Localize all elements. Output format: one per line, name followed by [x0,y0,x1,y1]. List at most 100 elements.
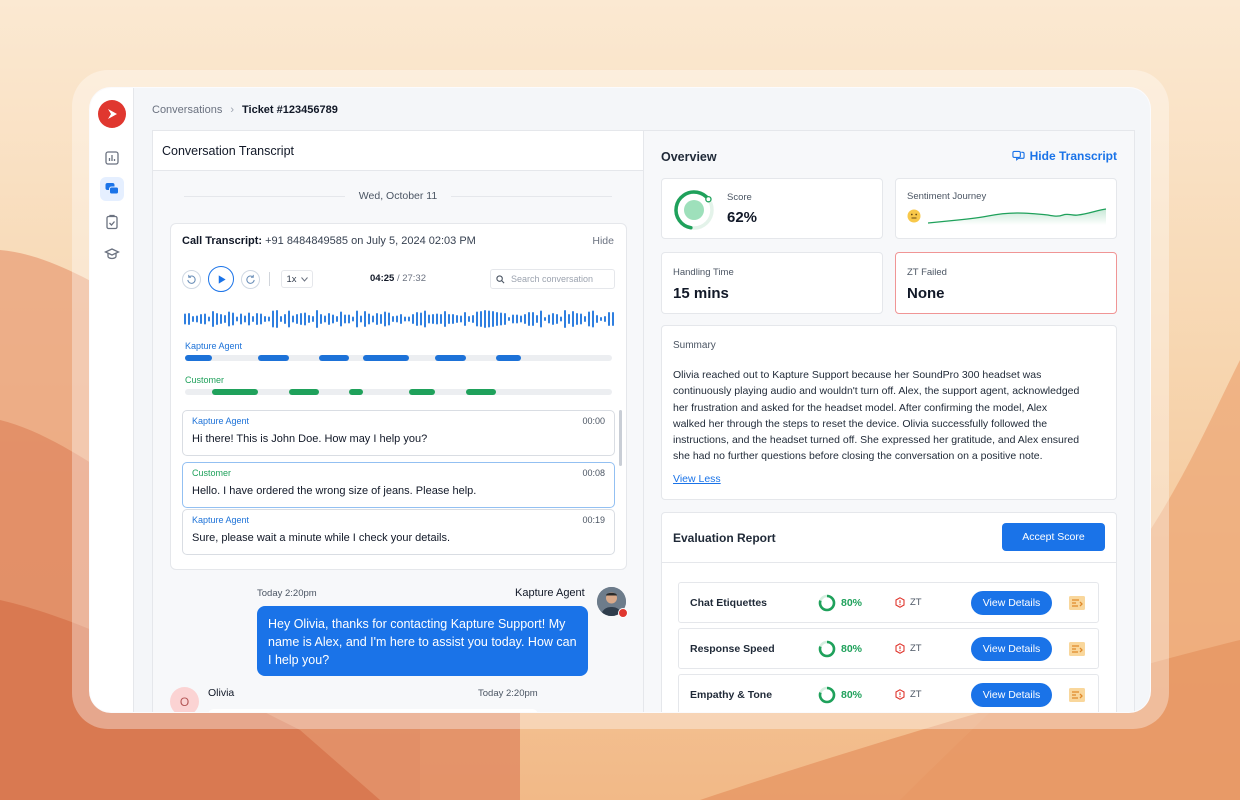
evaluation-row: Chat Etiquettes 80% ZT View Details [678,582,1099,623]
agent-segment[interactable] [319,355,349,361]
agent-segment[interactable] [258,355,289,361]
zt-text: ZT [910,643,922,654]
waveform-bar [348,314,350,324]
sentiment-sparkline [928,208,1107,225]
sidebar [90,88,134,712]
hide-call-button[interactable]: Hide [592,235,614,247]
waveform-bar [256,313,258,325]
waveform-bar [204,313,206,325]
zt-value: None [907,285,945,302]
progress-ring-icon [818,640,836,658]
waveform-bar [396,315,398,323]
score-card: Score 62% [661,178,883,239]
speed-select[interactable]: 1x [281,270,313,288]
customer-segment[interactable] [409,389,435,395]
transcript-message[interactable]: Kapture Agent 00:00 Hi there! This is Jo… [182,410,615,456]
waveform-bar [484,310,486,328]
waveform-bar [284,314,286,324]
criterion-percent: 80% [841,643,863,655]
waveform-bar [308,315,310,323]
audio-waveform[interactable] [184,308,614,330]
score-label: Score [727,192,752,203]
waveform-bar [420,312,422,326]
progress-ring-icon [818,594,836,612]
tasks-icon[interactable] [100,210,124,234]
feedback-icon[interactable] [1068,687,1086,703]
conversations-icon[interactable] [100,177,124,201]
divider [269,272,270,286]
waveform-bar [392,316,394,322]
breadcrumb-parent[interactable]: Conversations [152,104,223,116]
waveform-bar [444,311,446,327]
view-details-button[interactable]: View Details [971,637,1052,661]
waveform-bar [344,314,346,324]
evaluation-row: Response Speed 80% ZT View Details [678,628,1099,669]
play-button[interactable] [208,266,234,292]
waveform-bar [224,315,226,323]
breadcrumb-current: Ticket #123456789 [242,104,338,116]
overview-panel: Overview Hide Transcript Score 62% Senti… [643,130,1135,712]
waveform-bar [468,316,470,322]
warning-hexagon-icon [895,689,905,700]
waveform-bar [464,312,466,326]
view-details-button[interactable]: View Details [971,591,1052,615]
app-window: Conversations › Ticket #123456789 Conver… [89,87,1151,713]
agent-segment[interactable] [363,355,409,361]
feedback-icon[interactable] [1068,641,1086,657]
agent-segment[interactable] [185,355,212,361]
waveform-bar [360,315,362,323]
waveform-bar [548,314,550,324]
transcript-panel: Conversation Transcript Wed, October 11 … [152,130,643,712]
waveform-bar [380,314,382,324]
brand-logo[interactable] [98,100,126,128]
waveform-bar [544,317,546,321]
waveform-bar [536,315,538,323]
customer-segment[interactable] [212,389,258,395]
waveform-bar [192,316,194,322]
view-details-button[interactable]: View Details [971,683,1052,707]
waveform-bar [540,310,542,328]
messages-scrollbar[interactable] [619,410,622,466]
search-conversation[interactable] [490,269,615,289]
time-current: 04:25 [370,273,395,284]
agent-message-line: I help you? [268,653,330,667]
transcript-message[interactable]: Kapture Agent 00:19 Sure, please wait a … [182,509,615,555]
search-input[interactable] [511,274,611,284]
summary-card: Summary Olivia reached out to Kapture Su… [661,325,1117,500]
agent-segment[interactable] [435,355,466,361]
summary-text: Olivia reached out to Kapture Support be… [673,367,1105,465]
waveform-bar [272,310,274,328]
customer-segment[interactable] [289,389,319,395]
waveform-bar [260,313,262,325]
waveform-bar [296,314,298,324]
waveform-bar [240,313,242,325]
waveform-bar [336,316,338,322]
waveform-bar [532,312,534,326]
analytics-icon[interactable] [100,146,124,170]
agent-badge-icon [618,608,628,618]
waveform-bar [424,310,426,328]
waveform-bar [588,311,590,327]
criterion-name: Empathy & Tone [690,689,773,701]
agent-segment[interactable] [496,355,521,361]
forward-icon[interactable] [241,270,260,289]
view-less-link[interactable]: View Less [673,473,721,485]
training-icon[interactable] [100,242,124,266]
waveform-bar [200,314,202,324]
waveform-bar [280,316,282,322]
agent-avatar [597,587,626,616]
transcript-message[interactable]: Customer 00:08 Hello. I have ordered the… [182,462,615,508]
transcript-header: Conversation Transcript [153,131,643,171]
feedback-icon[interactable] [1068,595,1086,611]
rewind-icon[interactable] [182,270,201,289]
customer-segment[interactable] [349,389,363,395]
message-speaker: Customer [192,468,232,478]
waveform-bar [320,314,322,324]
accept-score-button[interactable]: Accept Score [1002,523,1105,551]
agent-track[interactable] [185,355,612,361]
waveform-bar [328,313,330,325]
customer-segment[interactable] [466,389,496,395]
customer-track[interactable] [185,389,612,395]
hide-transcript-button[interactable]: Hide Transcript [1012,149,1117,163]
waveform-bar [400,314,402,324]
